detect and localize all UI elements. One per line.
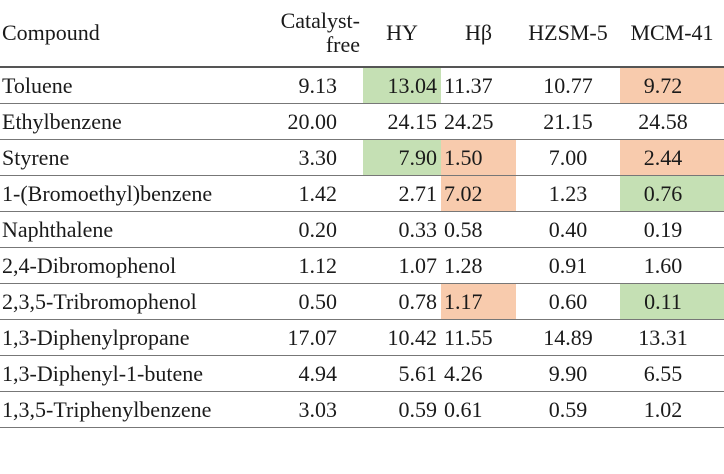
value-cell-hy: 13.04 bbox=[363, 67, 441, 104]
value-cell-catalyst-free: 1.12 bbox=[256, 247, 363, 284]
value-cell-hy: 5.61 bbox=[363, 355, 441, 392]
value-cell-hbeta: 0.58 bbox=[441, 211, 516, 248]
value-cell-hy: 0.78 bbox=[363, 283, 441, 320]
value-cell-hy: 0.59 bbox=[363, 391, 441, 428]
compound-name: Naphthalene bbox=[0, 211, 256, 248]
value-cell-catalyst-free: 17.07 bbox=[256, 319, 363, 356]
table-row: 1,3-Diphenylpropane 17.07 10.42 11.55 14.89 1… bbox=[0, 319, 724, 356]
value-cell-hbeta: 0.61 bbox=[441, 391, 516, 428]
value-cell-hbeta: 24.25 bbox=[441, 103, 516, 140]
compound-name: 2,4-Dibromophenol bbox=[0, 247, 256, 284]
value-cell-mcm41: 24.58 bbox=[620, 103, 724, 140]
value-cell-hzsm5: 7.00 bbox=[516, 139, 620, 176]
header-catalyst-free-line2: free bbox=[325, 32, 360, 57]
value-cell-hbeta: 4.26 bbox=[441, 355, 516, 392]
value-cell-hbeta: 1.50 bbox=[441, 139, 516, 176]
value-cell-hbeta: 11.55 bbox=[441, 319, 516, 356]
value-cell-mcm41: 2.44 bbox=[620, 139, 724, 176]
compound-table: Compound Catalyst- free HY Hβ HZSM-5 MCM… bbox=[0, 0, 724, 428]
value-cell-hy: 10.42 bbox=[363, 319, 441, 356]
value-cell-hzsm5: 10.77 bbox=[516, 67, 620, 104]
value-cell-mcm41: 0.76 bbox=[620, 175, 724, 212]
value-cell-mcm41: 1.02 bbox=[620, 391, 724, 428]
header-hzsm5: HZSM-5 bbox=[516, 0, 620, 68]
value-cell-mcm41: 13.31 bbox=[620, 319, 724, 356]
value-cell-hy: 1.07 bbox=[363, 247, 441, 284]
value-cell-catalyst-free: 20.00 bbox=[256, 103, 363, 140]
value-cell-catalyst-free: 3.30 bbox=[256, 139, 363, 176]
header-compound: Compound bbox=[0, 0, 256, 68]
value-cell-hzsm5: 0.91 bbox=[516, 247, 620, 284]
value-cell-hy: 2.71 bbox=[363, 175, 441, 212]
value-cell-hzsm5: 21.15 bbox=[516, 103, 620, 140]
table-row: Ethylbenzene 20.00 24.15 24.25 21.15 24.58 bbox=[0, 103, 724, 140]
value-cell-mcm41: 0.19 bbox=[620, 211, 724, 248]
value-cell-mcm41: 0.11 bbox=[620, 283, 724, 320]
value-cell-mcm41: 1.60 bbox=[620, 247, 724, 284]
value-cell-hy: 7.90 bbox=[363, 139, 441, 176]
value-cell-hzsm5: 0.60 bbox=[516, 283, 620, 320]
value-cell-catalyst-free: 9.13 bbox=[256, 67, 363, 104]
table-row: Styrene 3.30 7.90 1.50 7.00 2.44 bbox=[0, 139, 724, 176]
value-cell-hzsm5: 1.23 bbox=[516, 175, 620, 212]
table-row: 1,3-Diphenyl-1-butene 4.94 5.61 4.26 9.90 6.5… bbox=[0, 355, 724, 392]
value-cell-hbeta: 1.28 bbox=[441, 247, 516, 284]
table-row: Toluene 9.13 13.04 11.37 10.77 9.72 bbox=[0, 67, 724, 104]
value-cell-mcm41: 6.55 bbox=[620, 355, 724, 392]
value-cell-hbeta: 11.37 bbox=[441, 67, 516, 104]
header-hy: HY bbox=[363, 0, 441, 68]
value-cell-catalyst-free: 1.42 bbox=[256, 175, 363, 212]
header-row: Compound Catalyst- free HY Hβ HZSM-5 MCM… bbox=[0, 0, 724, 68]
compound-name: 1-(Bromoethyl)benzene bbox=[0, 175, 256, 212]
table-row: 1,3,5-Triphenylbenzene 3.03 0.59 0.61 0.59 1.… bbox=[0, 391, 724, 428]
value-cell-hy: 0.33 bbox=[363, 211, 441, 248]
value-cell-hy: 24.15 bbox=[363, 103, 441, 140]
value-cell-hzsm5: 0.40 bbox=[516, 211, 620, 248]
value-cell-hzsm5: 14.89 bbox=[516, 319, 620, 356]
value-cell-mcm41: 9.72 bbox=[620, 67, 724, 104]
compound-name: 1,3-Diphenylpropane bbox=[0, 319, 256, 356]
table-row: 2,3,5-Tribromophenol 0.50 0.78 1.17 0.60 0.11 bbox=[0, 283, 724, 320]
value-cell-hbeta: 1.17 bbox=[441, 283, 516, 320]
value-cell-catalyst-free: 0.20 bbox=[256, 211, 363, 248]
compound-name: Ethylbenzene bbox=[0, 103, 256, 140]
compound-name: Toluene bbox=[0, 67, 256, 104]
compound-name: 1,3,5-Triphenylbenzene bbox=[0, 391, 256, 428]
value-cell-catalyst-free: 4.94 bbox=[256, 355, 363, 392]
table-row: 1-(Bromoethyl)benzene 1.42 2.71 7.02 1.23 0.7… bbox=[0, 175, 724, 212]
value-cell-hbeta: 7.02 bbox=[441, 175, 516, 212]
header-catalyst-free-line1: Catalyst- bbox=[280, 8, 360, 33]
compound-name: 2,3,5-Tribromophenol bbox=[0, 283, 256, 320]
value-cell-catalyst-free: 3.03 bbox=[256, 391, 363, 428]
header-hbeta: Hβ bbox=[441, 0, 516, 68]
header-mcm41: MCM-41 bbox=[620, 0, 724, 68]
header-catalyst-free: Catalyst- free bbox=[256, 0, 363, 68]
table-row: Naphthalene 0.20 0.33 0.58 0.40 0.19 bbox=[0, 211, 724, 248]
table-row: 2,4-Dibromophenol 1.12 1.07 1.28 0.91 1.60 bbox=[0, 247, 724, 284]
value-cell-hzsm5: 0.59 bbox=[516, 391, 620, 428]
value-cell-hzsm5: 9.90 bbox=[516, 355, 620, 392]
value-cell-catalyst-free: 0.50 bbox=[256, 283, 363, 320]
compound-name: 1,3-Diphenyl-1-butene bbox=[0, 355, 256, 392]
compound-name: Styrene bbox=[0, 139, 256, 176]
